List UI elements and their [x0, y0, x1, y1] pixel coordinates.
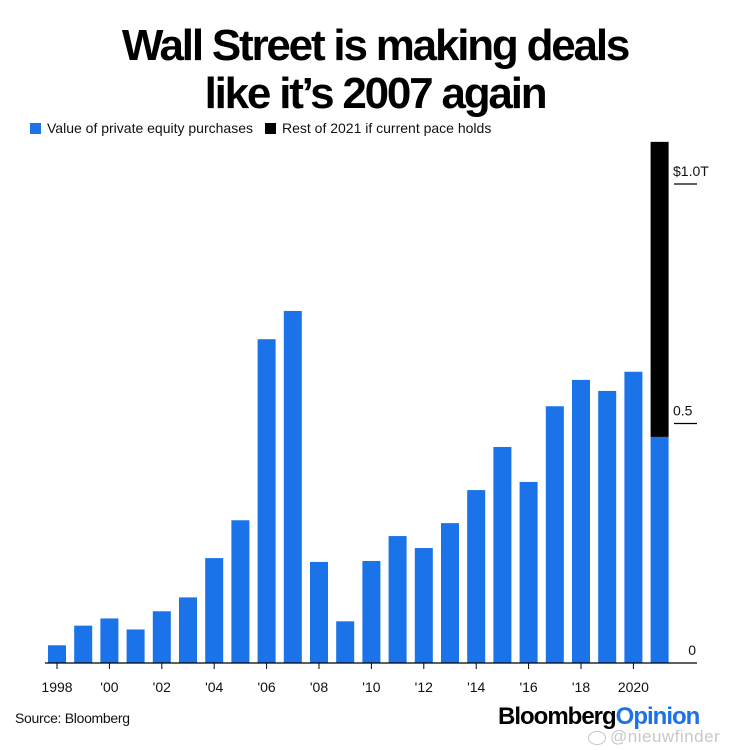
- watermark: @nieuwfinder: [588, 727, 720, 747]
- bar-projection-2021: [650, 141, 669, 437]
- bar-2011: [388, 536, 407, 663]
- bar-2015: [493, 446, 512, 663]
- bar-2009: [336, 621, 355, 663]
- bar-1998: [48, 645, 66, 663]
- watermark-text: @nieuwfinder: [610, 727, 721, 746]
- x-axis-ticks: 1998 '00 '02 '04 '06 '08 '10 '12 '14 '16 '18 2020: [41, 663, 649, 695]
- x-tick-label-2004: '04: [205, 679, 223, 695]
- x-tick-label-2000: '00: [100, 679, 118, 695]
- y-tick-label-1: $1.0T: [673, 163, 709, 179]
- bars-group: [48, 141, 669, 663]
- x-tick-label-2002: '02: [153, 679, 171, 695]
- x-tick-label-1998: 1998: [41, 679, 72, 695]
- bar-2010: [362, 560, 381, 663]
- y-tick-label-0: 0: [688, 642, 696, 658]
- bar-2008: [310, 561, 328, 663]
- brand-opinion: Opinion: [615, 703, 701, 730]
- x-tick-label-2008: '08: [310, 679, 328, 695]
- legend-swatch-blue: [30, 122, 41, 134]
- x-tick-label-2012: '12: [415, 679, 433, 695]
- source-note: Source: Bloomberg: [15, 710, 130, 726]
- legend-label-purchases: Value of private equity purchases: [47, 120, 253, 136]
- legend-label-rest-2021: Rest of 2021 if current pace holds: [281, 120, 492, 136]
- brand-bloomberg: Bloomberg: [498, 703, 617, 730]
- title-line-1: Wall Street is making deals: [121, 21, 630, 70]
- x-tick-label-2006: '06: [257, 679, 275, 695]
- x-tick-label-2016: '16: [519, 679, 537, 695]
- legend: Value of private equity purchases Rest o…: [30, 120, 503, 136]
- bar-2006: [257, 339, 276, 663]
- bloomberg-opinion-logo: BloombergOpinion: [498, 703, 701, 731]
- x-tick-label-2014: '14: [467, 679, 485, 695]
- bar-2016: [519, 481, 538, 663]
- bar-2000: [100, 618, 119, 663]
- bar-1999: [74, 625, 93, 663]
- bar-2014: [467, 490, 486, 663]
- bar-2013: [441, 523, 459, 663]
- x-tick-label-2020: 2020: [618, 679, 649, 695]
- bar-2021: [650, 436, 669, 663]
- bar-2020: [624, 371, 643, 663]
- bar-2007: [283, 310, 302, 663]
- legend-swatch-black: [264, 122, 276, 134]
- bar-2001: [126, 629, 145, 663]
- legend-item-rest-2021: Rest of 2021 if current pace holds: [264, 120, 492, 136]
- bar-2017: [545, 406, 564, 663]
- bar-2019: [598, 390, 617, 663]
- bar-2002: [152, 611, 171, 663]
- title-line-2: like it’s 2007 again: [204, 69, 548, 118]
- y-axis-ticks: 0 0.5 $1.0T: [673, 163, 709, 658]
- bar-2004: [205, 558, 224, 663]
- bar-2018: [572, 379, 590, 663]
- bar-2003: [179, 597, 197, 663]
- bar-2005: [231, 520, 250, 663]
- x-tick-label-2010: '10: [362, 679, 380, 695]
- y-tick-label-0.5: 0.5: [673, 403, 693, 419]
- weibo-icon: [588, 730, 606, 745]
- chart-title: Wall Street is making deals like it’s 20…: [0, 22, 750, 118]
- legend-item-purchases: Value of private equity purchases: [30, 120, 253, 136]
- x-tick-label-2018: '18: [572, 679, 590, 695]
- bar-2012: [414, 548, 433, 663]
